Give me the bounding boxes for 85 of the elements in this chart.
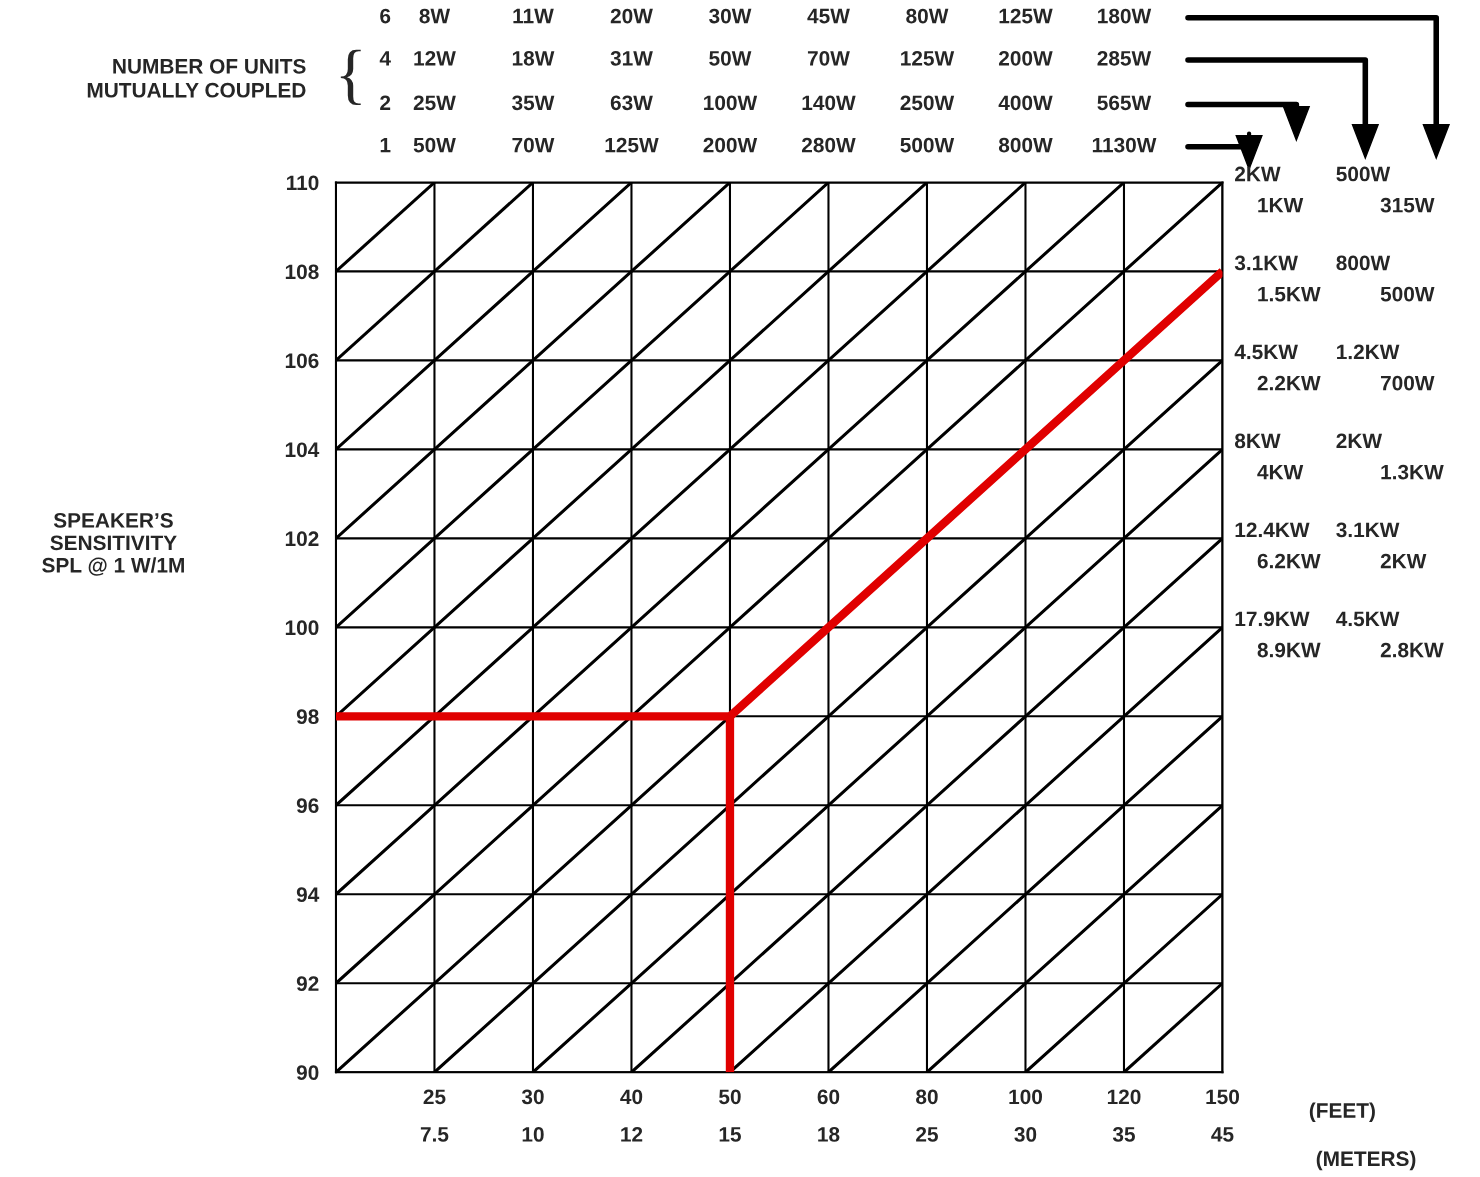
text: 4.5KW	[1336, 611, 1400, 627]
text: 125W	[605, 137, 659, 153]
text: 6	[380, 8, 391, 24]
text: 18W	[512, 50, 555, 66]
text: 8KW	[1234, 433, 1281, 449]
text: 2KW	[1336, 433, 1383, 449]
text: 315W	[1380, 197, 1435, 213]
y-tick-label: 106	[285, 353, 319, 369]
text: 200W	[998, 50, 1053, 66]
x-tick-label: 80 25	[916, 1089, 938, 1142]
text: 50W	[413, 137, 456, 153]
text: 50W	[709, 50, 752, 66]
text: 3.1KW	[1234, 255, 1298, 271]
text: 3.1KW	[1336, 522, 1400, 538]
y-tick-label: 92	[296, 976, 319, 992]
text: 6.2KW	[1257, 553, 1321, 569]
x-tick-label: 40 12	[620, 1089, 643, 1142]
text: 800W	[998, 137, 1053, 153]
text: 500W	[1336, 166, 1391, 182]
text: 2.2KW	[1257, 375, 1321, 391]
x-tick-label: 150 45	[1206, 1089, 1240, 1142]
y-tick-label: 98	[296, 709, 319, 725]
text: 500W	[1380, 286, 1435, 302]
text: 80W	[906, 8, 949, 24]
text: 200W	[703, 137, 758, 153]
text: 125W	[999, 8, 1053, 24]
text: 17.9KW	[1235, 611, 1310, 627]
text: 11W	[513, 8, 554, 24]
x-tick-label: 60 18	[817, 1089, 840, 1142]
text: 8.9KW	[1257, 642, 1321, 658]
text: 30W	[709, 8, 752, 24]
text: 4KW	[1257, 464, 1304, 480]
text: 400W	[998, 95, 1053, 111]
text: 1.3KW	[1381, 464, 1444, 480]
text: 2.8KW	[1380, 642, 1444, 658]
text: 20W	[610, 8, 653, 24]
y-tick-label: 94	[296, 887, 320, 903]
x-tick-label: 120 35	[1107, 1089, 1141, 1142]
text: 2KW	[1235, 166, 1281, 182]
y-tick-label: 108	[285, 264, 319, 280]
x-tick-label: 25 7.5	[420, 1089, 449, 1142]
text: 12.4KW	[1235, 522, 1310, 538]
text: 280W	[801, 137, 856, 153]
text: 35W	[512, 95, 555, 111]
text: 1.2KW	[1337, 344, 1400, 360]
y-tick-label: 104	[285, 442, 320, 458]
text: 565W	[1097, 95, 1152, 111]
text: 25W	[413, 95, 456, 111]
text: 285W	[1097, 50, 1152, 66]
y-tick-label: 100	[285, 620, 319, 636]
text: 180W	[1098, 8, 1152, 24]
y-tick-label: 96	[296, 798, 319, 814]
text: 1.5KW	[1258, 286, 1321, 302]
y-tick-label: 90	[296, 1065, 319, 1080]
x-tick-label: 50 15	[719, 1089, 741, 1142]
text: 500W	[900, 137, 955, 153]
text: 8W	[419, 8, 451, 24]
text: 4	[379, 51, 391, 66]
text: 140W	[802, 95, 856, 111]
text: NUMBER OF UNITS MUTUALLY COUPLED	[87, 58, 306, 98]
text: 70W	[807, 50, 850, 66]
y-tick-label: 102	[285, 531, 319, 547]
text: {	[340, 49, 361, 105]
text: (FEET)	[1309, 1102, 1375, 1122]
text: 125W	[901, 50, 955, 66]
text: 1KW	[1258, 197, 1304, 213]
x-tick-label: 100 30	[1009, 1089, 1042, 1142]
text: 2	[380, 95, 391, 110]
text: 100W	[704, 95, 758, 111]
text: 800W	[1336, 255, 1391, 271]
text: 1	[380, 137, 391, 153]
y-tick-label: 110	[287, 175, 319, 191]
text: 250W	[900, 95, 955, 111]
text: 1130W	[1092, 137, 1157, 153]
text: 63W	[610, 95, 653, 111]
text: 70W	[512, 137, 555, 153]
text: 45W	[807, 8, 850, 24]
x-tick-label: 30 10	[521, 1089, 544, 1142]
text: 12W	[414, 50, 456, 66]
text: 31W	[610, 50, 653, 66]
text: 4.5KW	[1234, 344, 1298, 360]
text: 700W	[1380, 375, 1435, 391]
text: 2KW	[1380, 553, 1427, 569]
text: (METERS)	[1316, 1150, 1416, 1171]
y-axis-title: SPEAKER’S SENSITIVITY SPL @ 1 W/1M	[42, 512, 184, 576]
